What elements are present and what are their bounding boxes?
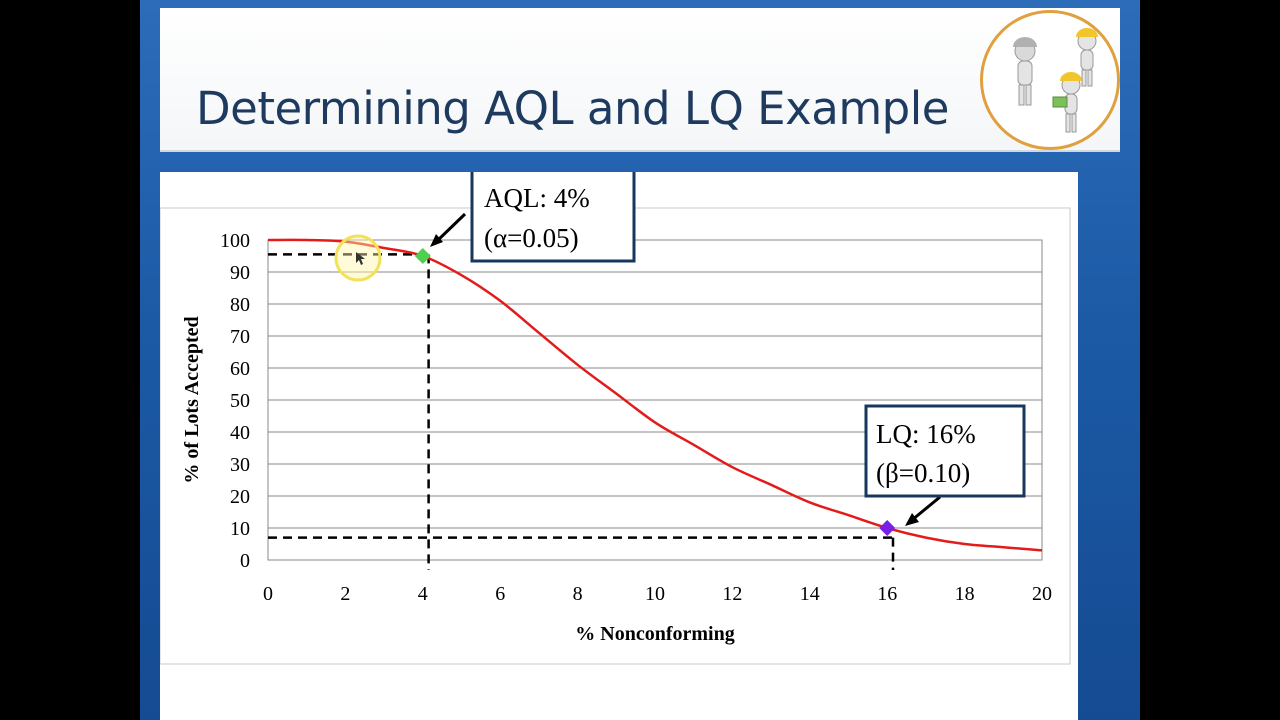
y-tick-label: 10 (230, 518, 250, 540)
x-tick-label: 12 (722, 583, 742, 605)
aql-marker (414, 248, 431, 264)
oc-curve-line (267, 238, 1043, 552)
title-panel: Determining AQL and LQ Example (160, 8, 1120, 152)
y-tick-label: 40 (230, 422, 250, 444)
lq-marker (879, 520, 896, 536)
x-tick-label: 18 (955, 583, 975, 605)
x-axis-label: % Nonconforming (575, 623, 734, 645)
x-tick-label: 0 (263, 583, 273, 605)
cursor-highlight (334, 234, 382, 282)
x-tick-label: 2 (340, 583, 350, 605)
slide-title: Determining AQL and LQ Example (196, 82, 949, 135)
y-tick-label: 0 (240, 550, 250, 572)
lq-arrow-head (905, 513, 919, 526)
lq-callout-line2: (β=0.10) (876, 458, 970, 488)
aql-callout-line1: AQL: 4% (484, 183, 590, 213)
lq-callout-box (864, 404, 1026, 498)
y-tick-label: 20 (230, 486, 250, 508)
aql-callout: AQL: 4% (α=0.05) (430, 167, 636, 263)
lq-callout-line1: LQ: 16% (876, 419, 976, 449)
logo-figures-graphic (986, 16, 1114, 144)
slide: Determining AQL and LQ Example (140, 0, 1140, 720)
y-tick-label: 70 (230, 326, 250, 348)
y-tick-label: 30 (230, 454, 250, 476)
y-tick-label: 50 (230, 390, 250, 412)
x-tick-label: 20 (1032, 583, 1052, 605)
figure-icon (1076, 28, 1098, 87)
x-tick-label: 14 (800, 583, 820, 605)
lq-callout: LQ: 16% (β=0.10) (864, 404, 1026, 526)
figure-icon (1013, 37, 1037, 106)
x-tick-label: 16 (877, 583, 897, 605)
x-tick-label: 4 (418, 583, 428, 605)
y-tick-label: 60 (230, 358, 250, 380)
y-tick-label: 80 (230, 294, 250, 316)
y-tick-label: 90 (230, 262, 250, 284)
aql-callout-line2: (α=0.05) (484, 223, 579, 253)
y-tick-label: 100 (220, 230, 250, 252)
cursor-pointer-icon (356, 252, 365, 265)
x-tick-label: 8 (573, 583, 583, 605)
aql-arrow-head (430, 234, 443, 247)
x-tick-label: 10 (645, 583, 665, 605)
x-tick-label: 6 (495, 583, 505, 605)
lq-arrow-line (911, 495, 941, 522)
chart-panel: 0 10 20 30 40 50 60 70 80 90 100 0 2 4 6 8 10 12 14 16 18 20 … (159, 167, 1078, 720)
y-axis-label: % of Lots Accepted (181, 316, 203, 483)
plot-area (267, 239, 1043, 561)
aql-arrow-line (434, 212, 467, 244)
logo-figures-icon (980, 10, 1120, 150)
figure-icon (1052, 72, 1082, 133)
